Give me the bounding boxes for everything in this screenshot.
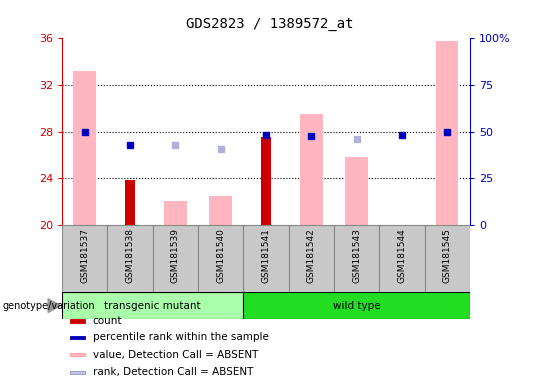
Text: GSM181545: GSM181545 [443, 228, 451, 283]
Text: rank, Detection Call = ABSENT: rank, Detection Call = ABSENT [93, 367, 253, 377]
Text: GSM181539: GSM181539 [171, 228, 180, 283]
Bar [70, 336, 85, 339]
Bar [125, 180, 135, 225]
Bar [288, 225, 334, 292]
Bar [379, 225, 424, 292]
Text: genotype/variation: genotype/variation [3, 301, 96, 311]
Text: GDS2823 / 1389572_at: GDS2823 / 1389572_at [186, 17, 354, 31]
Text: transgenic mutant: transgenic mutant [104, 301, 201, 311]
Bar [334, 225, 379, 292]
Polygon shape [48, 299, 60, 313]
Text: GSM181540: GSM181540 [216, 228, 225, 283]
Text: GSM181538: GSM181538 [126, 228, 134, 283]
Bar [70, 353, 85, 356]
Bar [70, 371, 85, 374]
Text: GSM181537: GSM181537 [80, 228, 89, 283]
Text: GSM181544: GSM181544 [397, 228, 406, 283]
Bar [107, 225, 153, 292]
Text: GSM181542: GSM181542 [307, 228, 316, 283]
Bar [73, 71, 96, 225]
Bar [70, 319, 85, 323]
Bar [62, 225, 107, 292]
Bar [261, 137, 271, 225]
Text: value, Detection Call = ABSENT: value, Detection Call = ABSENT [93, 350, 258, 360]
Bar [153, 225, 198, 292]
Bar [345, 157, 368, 225]
Text: percentile rank within the sample: percentile rank within the sample [93, 332, 268, 342]
Bar [244, 225, 288, 292]
Bar [198, 225, 244, 292]
Bar [436, 41, 458, 225]
Bar [244, 292, 470, 319]
Bar [62, 292, 244, 319]
Text: GSM181543: GSM181543 [352, 228, 361, 283]
Text: wild type: wild type [333, 301, 380, 311]
Bar [210, 195, 232, 225]
Bar [424, 225, 470, 292]
Text: GSM181541: GSM181541 [261, 228, 271, 283]
Bar [300, 114, 322, 225]
Text: count: count [93, 316, 122, 326]
Bar [164, 201, 187, 225]
